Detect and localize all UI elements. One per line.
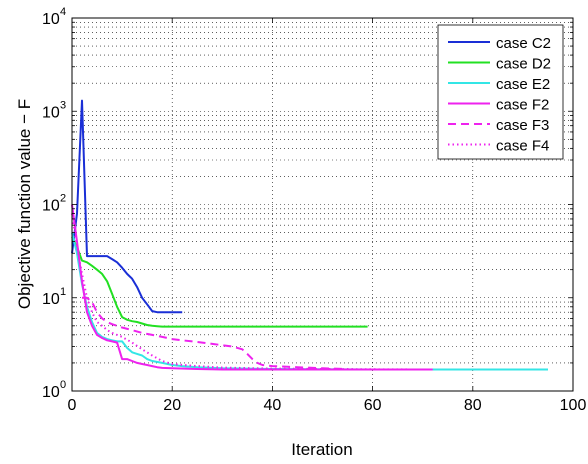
x-tick-label: 40 (264, 397, 282, 414)
series-line-case-f3 (82, 296, 348, 370)
x-tick-label: 20 (163, 397, 181, 414)
y-tick-label: 10 1 (42, 286, 66, 308)
legend: case C2 case D2 case E2 case F2 case F3 case … (437, 24, 564, 160)
y-tick-label: 10 0 (42, 379, 66, 401)
y-axis-label: Objective function value − F (15, 99, 34, 309)
series-lines (71, 99, 548, 371)
x-tick-label: 80 (464, 397, 482, 414)
series-line-case-e2 (71, 232, 548, 371)
x-axis-label: Iteration (291, 440, 352, 459)
legend-label: case E2 (496, 76, 550, 93)
y-tick-label-base: 10 (42, 198, 60, 215)
y-tick-label-exponent: 4 (60, 6, 66, 18)
y-tick-label-exponent: 3 (60, 99, 66, 111)
y-tick-label: 10 3 (42, 99, 66, 121)
y-tick-label-base: 10 (42, 384, 60, 401)
legend-label: case F2 (496, 97, 549, 114)
series-line-case-f2 (71, 204, 433, 371)
axis-ticks (71, 17, 574, 392)
y-tick-label: 10 4 (42, 6, 66, 28)
series-line-case-c2 (71, 99, 183, 314)
x-tick-label: 60 (364, 397, 382, 414)
legend-label: case F3 (496, 117, 549, 134)
legend-box (437, 24, 564, 160)
x-tick-label: 100 (560, 397, 587, 414)
y-tick-label-exponent: 0 (60, 379, 66, 391)
y-tick-label-base: 10 (42, 291, 60, 308)
y-tick-label-base: 10 (42, 104, 60, 121)
y-tick-label-exponent: 2 (60, 193, 66, 205)
y-tick-label-base: 10 (42, 11, 60, 28)
x-tick-label: 0 (68, 397, 77, 414)
legend-label: case C2 (496, 35, 551, 52)
y-tick-label-exponent: 1 (60, 286, 66, 298)
legend-label: case F4 (496, 138, 549, 155)
series-line-case-d2 (71, 236, 368, 328)
y-tick-label: 10 2 (42, 193, 66, 215)
x-tick-labels: 0 20 40 60 80 100 (68, 397, 587, 414)
legend-label: case D2 (496, 56, 551, 73)
